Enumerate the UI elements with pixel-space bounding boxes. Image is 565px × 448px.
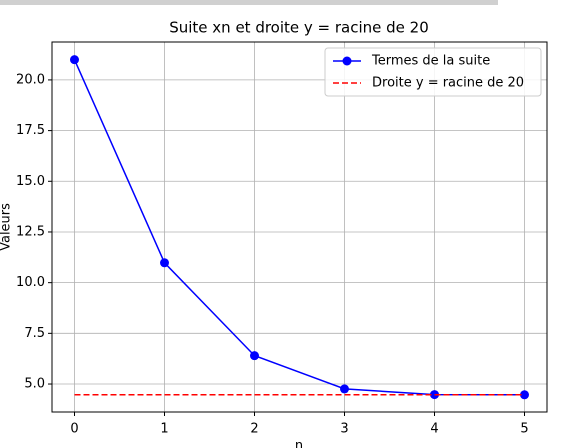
y-tick-label: 20.0 — [16, 72, 45, 87]
series-line — [73, 59, 525, 396]
x-tick-label: 4 — [430, 422, 438, 437]
chart-title: Suite xn et droite y = racine de 20 — [169, 19, 429, 37]
x-tick-label: 5 — [520, 422, 528, 437]
x-axis-label: n — [295, 439, 303, 448]
y-tick-label: 7.5 — [24, 326, 45, 341]
y-tick-label: 10.0 — [16, 275, 45, 290]
y-tick-label: 5.0 — [24, 377, 45, 392]
x-tick-label: 2 — [250, 422, 258, 437]
data-point — [250, 351, 259, 361]
data-point — [340, 384, 349, 394]
scrollbar — [0, 0, 498, 5]
x-tick-label: 0 — [70, 422, 78, 437]
plot-frame — [51, 41, 548, 413]
y-tick-label: 17.5 — [16, 123, 45, 138]
data-point — [70, 55, 79, 65]
legend-label: Termes de la suite — [371, 54, 490, 69]
legend-marker — [342, 56, 352, 66]
data-point — [160, 258, 169, 268]
y-axis-label: Valeurs — [0, 203, 14, 251]
data-point — [520, 390, 529, 400]
x-tick-label: 3 — [340, 422, 348, 437]
y-tick-label: 12.5 — [16, 224, 45, 239]
x-tick-label: 1 — [160, 422, 168, 437]
legend-label: Droite y = racine de 20 — [372, 76, 524, 91]
y-tick-label: 15.0 — [16, 174, 45, 189]
legend-box — [324, 47, 542, 97]
